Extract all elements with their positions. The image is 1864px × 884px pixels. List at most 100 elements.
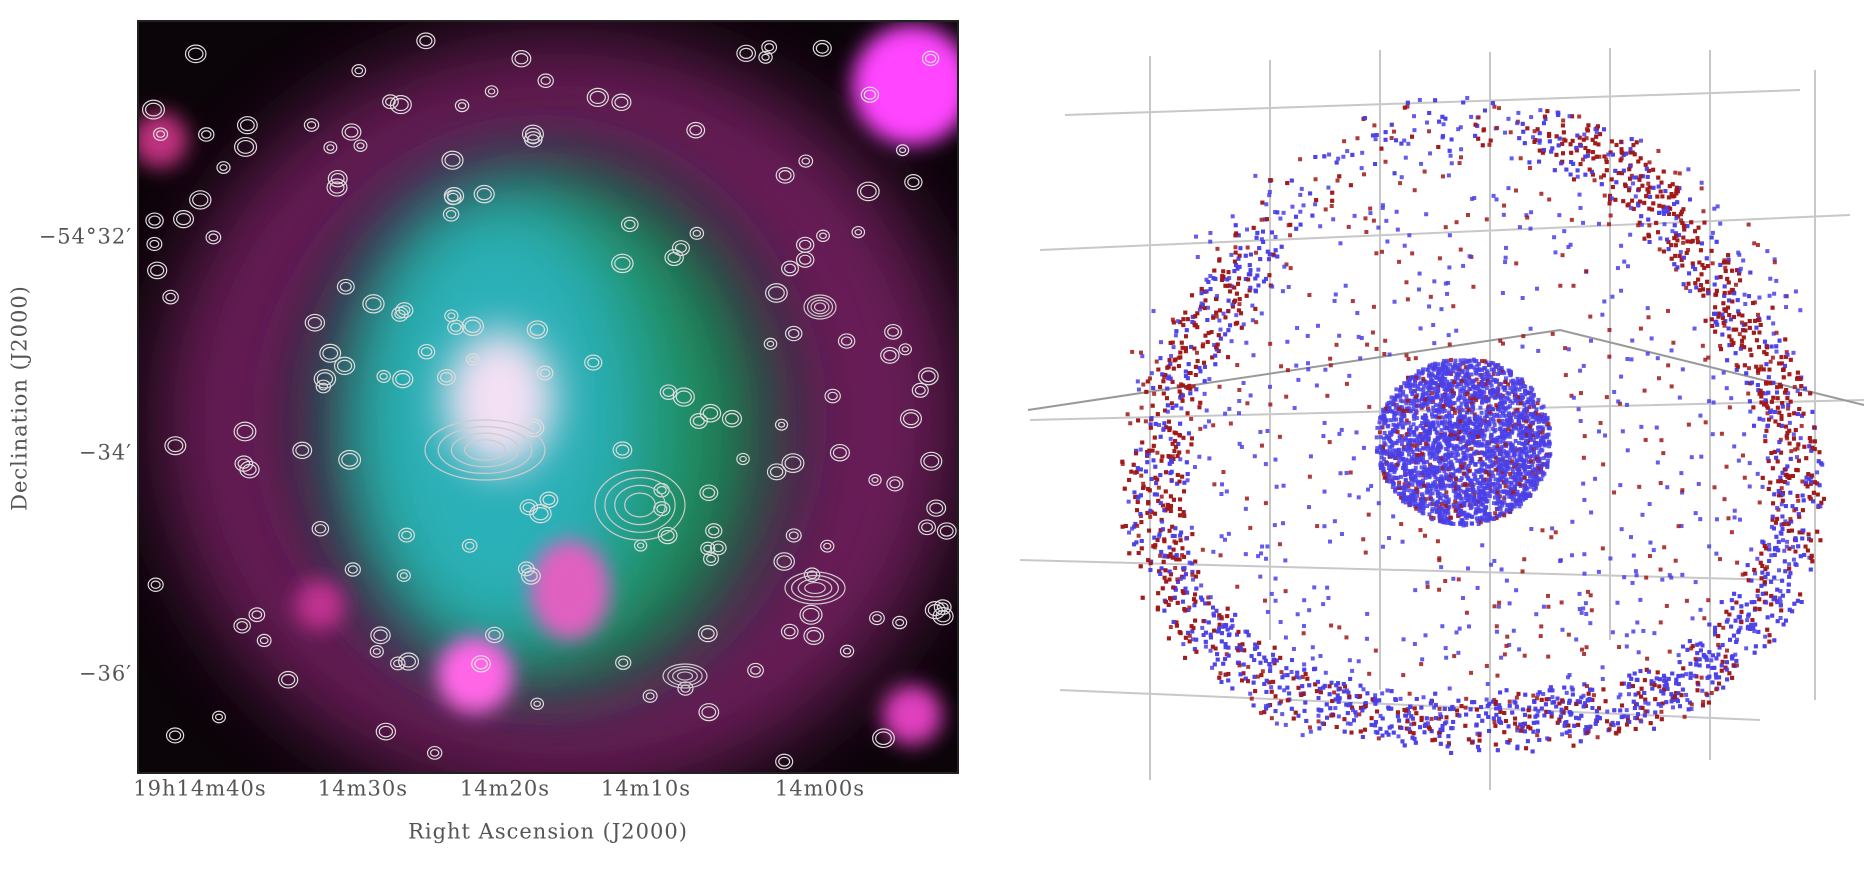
point <box>1431 408 1436 413</box>
point <box>1440 466 1445 471</box>
contour <box>394 309 406 319</box>
point <box>1461 471 1466 476</box>
point <box>1488 446 1493 451</box>
point <box>1392 455 1397 460</box>
point <box>1497 504 1502 509</box>
contour <box>307 316 323 329</box>
point <box>1541 439 1546 444</box>
point <box>1535 478 1540 483</box>
point <box>1516 413 1521 418</box>
contour <box>471 655 491 673</box>
contour <box>703 544 713 553</box>
point <box>1418 484 1423 489</box>
point <box>1543 413 1548 418</box>
point <box>1467 395 1472 400</box>
point <box>1520 436 1525 441</box>
point <box>1540 430 1545 435</box>
point <box>1475 420 1480 425</box>
point <box>1393 448 1398 453</box>
point <box>1417 473 1422 478</box>
point <box>1531 487 1536 492</box>
contour <box>813 302 827 312</box>
point <box>1584 136 1589 141</box>
point <box>1580 157 1585 162</box>
point <box>1494 437 1499 442</box>
point <box>1527 432 1532 437</box>
point <box>1472 451 1477 456</box>
point <box>1487 512 1492 517</box>
contour <box>236 139 255 154</box>
point <box>1538 468 1543 473</box>
point <box>1512 485 1517 490</box>
contour <box>376 369 391 383</box>
point <box>1411 490 1416 495</box>
point <box>1439 428 1444 433</box>
point <box>1474 507 1479 512</box>
point <box>1532 467 1537 472</box>
point <box>1498 511 1503 516</box>
contour <box>765 283 788 303</box>
point <box>1436 442 1441 447</box>
point <box>1509 475 1514 480</box>
point <box>1500 401 1505 406</box>
point <box>1799 423 1804 428</box>
contour <box>907 177 920 188</box>
point <box>1463 392 1468 397</box>
point <box>1448 472 1453 477</box>
point <box>1401 486 1406 491</box>
point <box>1497 435 1502 440</box>
point <box>1434 414 1439 419</box>
point <box>1775 396 1780 401</box>
point <box>1390 442 1395 447</box>
point <box>1516 447 1521 452</box>
point <box>1487 421 1492 426</box>
point <box>1453 476 1458 481</box>
contour <box>784 571 846 605</box>
point <box>1421 460 1426 465</box>
contour <box>392 369 414 389</box>
point <box>1383 406 1388 411</box>
point <box>1444 372 1449 377</box>
contour <box>399 572 408 579</box>
point <box>1417 506 1422 511</box>
point <box>1547 444 1552 449</box>
point <box>1396 483 1401 488</box>
contour <box>662 663 708 689</box>
point <box>1539 465 1544 470</box>
point <box>1419 498 1424 503</box>
contour <box>389 95 412 115</box>
point <box>1488 458 1493 463</box>
point <box>1405 398 1410 403</box>
point <box>1452 436 1457 441</box>
contour <box>315 379 332 394</box>
point <box>1524 451 1529 456</box>
point <box>1426 380 1431 385</box>
point <box>1728 317 1733 322</box>
point <box>1423 381 1428 386</box>
point <box>1533 486 1538 491</box>
point <box>1496 363 1501 368</box>
point <box>1478 520 1483 525</box>
x-tick-label: 19h14m40s <box>133 777 266 801</box>
contour <box>365 297 382 311</box>
point <box>1401 463 1406 468</box>
contour <box>165 292 176 302</box>
point <box>1463 389 1468 394</box>
point <box>1474 468 1479 473</box>
point <box>1496 481 1501 486</box>
point <box>1229 284 1234 289</box>
point <box>1532 404 1537 409</box>
contour <box>189 190 212 210</box>
contour <box>461 538 478 553</box>
point <box>1461 376 1466 381</box>
point <box>1194 350 1199 355</box>
contour <box>540 76 551 85</box>
point <box>1409 477 1414 482</box>
point <box>1488 379 1493 384</box>
point <box>1381 413 1386 418</box>
point <box>1383 420 1388 425</box>
point <box>1420 392 1425 397</box>
contour <box>642 689 658 703</box>
point <box>1443 388 1448 393</box>
point <box>1477 459 1482 464</box>
